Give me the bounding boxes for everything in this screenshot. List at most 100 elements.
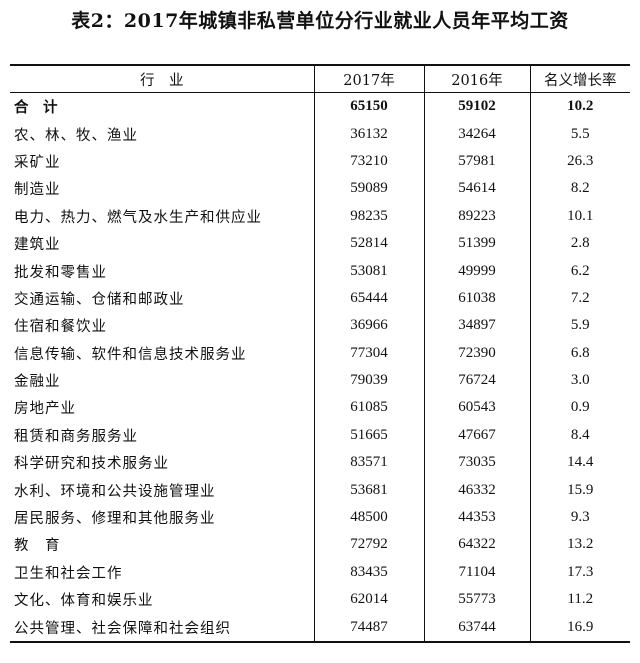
value-2016-cell: 54614 [423,175,530,203]
total-2016-cell: 59102 [423,92,530,121]
industry-cell: 交通运输、仓储和邮政业 [14,291,185,308]
table-body: 合 计 65150 59102 10.2 农、林、牧、渔业 36132 34264 5… [10,92,630,642]
value-2017-cell: 53081 [313,257,424,285]
value-2017-cell: 48500 [313,503,424,532]
industry-cell: 电力、热力、燃气及水生产和供应业 [14,209,262,226]
table-row: 居民服务、修理和其他服务业 48500 44353 9.3 [10,503,630,532]
value-2016-cell: 57981 [423,147,530,176]
table-row: 科学研究和技术服务业 83571 73035 14.4 [10,449,630,477]
growth-rate-cell: 14.4 [529,449,630,477]
value-2017-cell: 53681 [313,476,424,504]
value-2016-cell: 51399 [423,229,530,258]
total-rate-cell: 10.2 [529,92,630,121]
value-2017-cell: 79039 [313,366,424,395]
table-row: 水利、环境和公共设施管理业 53681 46332 15.9 [10,476,630,504]
industry-cell: 农、林、牧、渔业 [14,127,138,144]
table-row: 房地产业 61085 60543 0.9 [10,394,630,422]
growth-rate-cell: 5.5 [529,120,630,148]
growth-rate-cell: 7.2 [529,284,630,313]
growth-rate-cell: 5.9 [529,312,630,340]
growth-rate-cell: 11.2 [529,586,630,614]
value-2016-cell: 49999 [423,257,530,285]
value-2016-cell: 76724 [423,366,530,395]
value-2017-cell: 77304 [313,339,424,367]
table-row: 农、林、牧、渔业 36132 34264 5.5 [10,120,630,148]
header-growth-rate: 名义增长率 [529,65,630,93]
value-2016-cell: 72390 [423,339,530,367]
value-2017-cell: 59089 [313,175,424,203]
value-2017-cell: 65444 [313,284,424,313]
value-2016-cell: 61038 [423,284,530,313]
value-2017-cell: 61085 [313,394,424,422]
growth-rate-cell: 10.1 [529,202,630,230]
value-2017-cell: 52814 [313,229,424,258]
value-2017-cell: 98235 [313,202,424,230]
value-2017-cell: 62014 [313,586,424,614]
industry-cell: 居民服务、修理和其他服务业 [14,511,216,528]
header-row: 行 业 2017年 2016年 名义增长率 [10,65,630,93]
value-2016-cell: 44353 [423,503,530,532]
growth-rate-cell: 9.3 [529,503,630,532]
industry-cell: 制造业 [14,182,61,199]
growth-rate-cell: 26.3 [529,147,630,176]
table-row: 住宿和餐饮业 36966 34897 5.9 [10,312,630,340]
industry-cell: 租赁和商务服务业 [14,428,138,445]
value-2016-cell: 34897 [423,312,530,340]
growth-rate-cell: 0.9 [529,394,630,422]
value-2017-cell: 83435 [313,558,424,587]
industry-cell: 公共管理、社会保障和社会组织 [14,620,231,637]
growth-rate-cell: 6.8 [529,339,630,367]
total-industry-cell: 合 计 [14,99,58,117]
table-row: 金融业 79039 76724 3.0 [10,366,630,395]
table-row: 采矿业 73210 57981 26.3 [10,147,630,176]
growth-rate-cell: 8.4 [529,421,630,450]
value-2017-cell: 72792 [313,531,424,559]
industry-cell: 水利、环境和公共设施管理业 [14,483,216,500]
value-2016-cell: 71104 [423,558,530,587]
industry-cell: 房地产业 [14,401,76,418]
table-title: 表2：2017年城镇非私营单位分行业就业人员年平均工资 [71,10,569,32]
value-2016-cell: 60543 [423,394,530,422]
industry-cell: 建筑业 [14,237,61,254]
industry-cell: 科学研究和技术服务业 [14,456,169,473]
wage-table: 行 业 2017年 2016年 名义增长率 合 计 65150 59102 10… [10,64,630,643]
growth-rate-cell: 6.2 [529,257,630,285]
industry-cell: 采矿业 [14,154,61,171]
header-2016: 2016年 [423,65,530,93]
table-row: 建筑业 52814 51399 2.8 [10,229,630,258]
table-row: 公共管理、社会保障和社会组织 74487 63744 16.9 [10,613,630,642]
growth-rate-cell: 16.9 [529,613,630,642]
total-2017-cell: 65150 [313,92,424,121]
table-row: 制造业 59089 54614 8.2 [10,175,630,203]
growth-rate-cell: 13.2 [529,531,630,559]
value-2017-cell: 36966 [313,312,424,340]
table-row: 教 育 72792 64322 13.2 [10,531,630,559]
value-2016-cell: 63744 [423,613,530,642]
value-2017-cell: 51665 [313,421,424,450]
table-row: 电力、热力、燃气及水生产和供应业 98235 89223 10.1 [10,202,630,230]
growth-rate-cell: 15.9 [529,476,630,504]
total-row: 合 计 65150 59102 10.2 [10,92,630,121]
value-2016-cell: 46332 [423,476,530,504]
table-row: 租赁和商务服务业 51665 47667 8.4 [10,421,630,450]
industry-cell: 批发和零售业 [14,264,107,281]
table-row: 信息传输、软件和信息技术服务业 77304 72390 6.8 [10,339,630,367]
header-2017: 2017年 [313,65,424,93]
value-2016-cell: 55773 [423,586,530,614]
industry-cell: 金融业 [14,374,61,391]
value-2017-cell: 73210 [313,147,424,176]
table-row: 文化、体育和娱乐业 62014 55773 11.2 [10,586,630,614]
value-2016-cell: 64322 [423,531,530,559]
value-2017-cell: 74487 [313,613,424,642]
table-row: 批发和零售业 53081 49999 6.2 [10,257,630,285]
table-row: 交通运输、仓储和邮政业 65444 61038 7.2 [10,284,630,313]
table-row: 卫生和社会工作 83435 71104 17.3 [10,558,630,587]
industry-cell: 信息传输、软件和信息技术服务业 [14,346,247,363]
growth-rate-cell: 2.8 [529,229,630,258]
industry-cell: 卫生和社会工作 [14,565,123,582]
growth-rate-cell: 3.0 [529,366,630,395]
header-industry: 行 业 [10,65,314,93]
value-2016-cell: 89223 [423,202,530,230]
value-2016-cell: 73035 [423,449,530,477]
industry-cell: 教 育 [14,538,61,555]
